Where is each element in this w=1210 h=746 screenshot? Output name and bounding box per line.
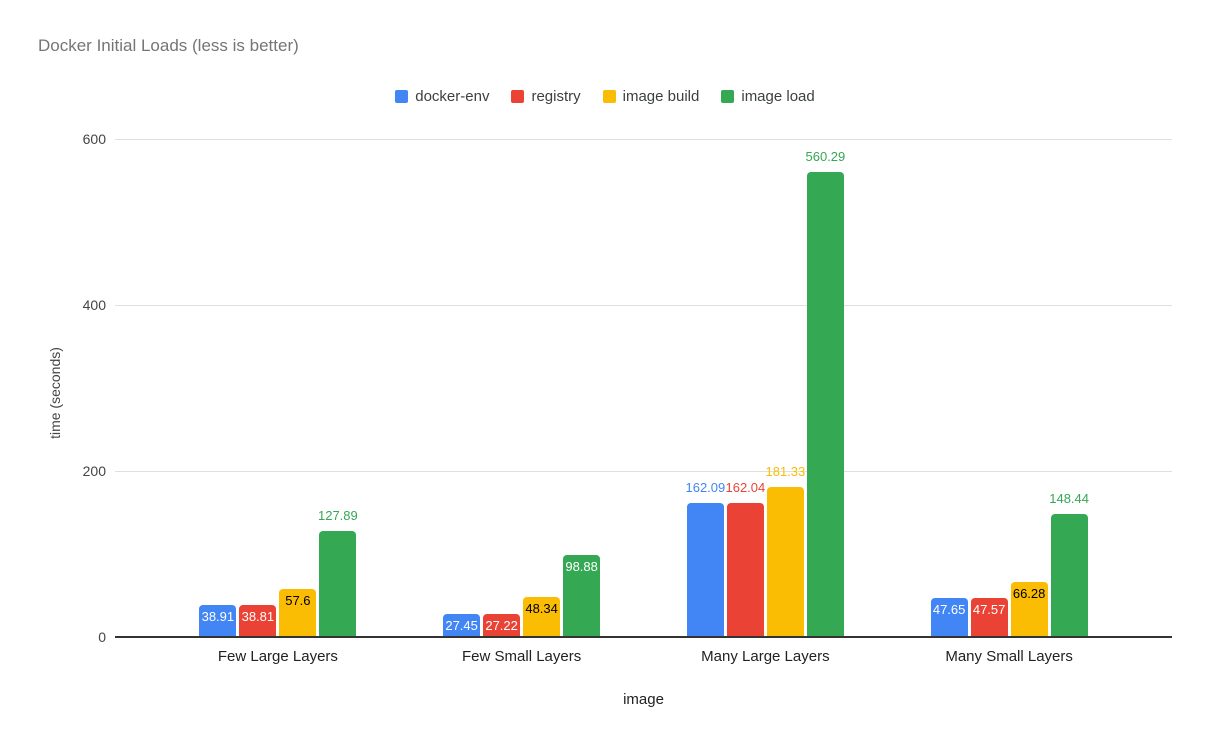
y-axis-tick-labels: 0 200 400 600 <box>50 131 106 645</box>
bar-value-label: 38.81 <box>241 608 275 624</box>
bar-value-label: 38.91 <box>201 608 235 624</box>
bar-image-load: 560.29 <box>805 150 845 637</box>
legend: docker-env registry image build image load <box>0 88 1210 105</box>
bar-image-build: 181.33 <box>765 465 805 637</box>
bar-rect <box>766 486 804 637</box>
bar-value-label: 47.57 <box>972 601 1006 617</box>
bar-docker-env: 47.65 <box>930 597 968 637</box>
bar-rect <box>563 554 601 637</box>
category-label-2: Few Small Layers <box>462 648 582 665</box>
bar-registry: 38.81 <box>239 604 277 637</box>
bar-image-load: 127.89 <box>318 509 358 637</box>
gridline-600 <box>115 139 1172 140</box>
legend-label: registry <box>531 88 581 105</box>
bar-rect <box>970 597 1008 637</box>
bar-value-label: 66.28 <box>1012 586 1046 601</box>
bar-rect <box>686 502 724 637</box>
bar-rect <box>443 614 481 637</box>
plot-area: 38.91 38.81 57.6 127.89 27.45 27.22 48.34 98.88… <box>115 139 1172 638</box>
category-label-4: Many Small Layers <box>945 648 1073 665</box>
bar-rect <box>319 530 357 637</box>
bar-docker-env: 27.45 <box>443 614 481 637</box>
x-axis-baseline <box>115 636 1172 638</box>
legend-swatch-icon <box>511 90 525 103</box>
bar-image-build: 57.6 <box>279 589 317 637</box>
bar-rect <box>1010 582 1048 637</box>
y-tick-label-0: 0 <box>98 629 106 645</box>
bar-rect <box>199 604 237 637</box>
bar-value-label: 181.33 <box>765 463 806 479</box>
y-axis-title: time (seconds) <box>47 347 63 439</box>
legend-item-registry: registry <box>511 88 581 105</box>
bar-value-label: 57.6 <box>285 593 311 609</box>
legend-label: image build <box>622 88 700 105</box>
gridline-200 <box>115 471 1172 472</box>
legend-label: image load <box>741 88 815 105</box>
bar-value-label: 27.45 <box>445 618 478 634</box>
legend-item-docker-env: docker-env <box>395 88 489 105</box>
bar-value-label: 560.29 <box>805 149 846 164</box>
bar-group-2: 27.45 27.22 48.34 98.88 <box>400 139 644 637</box>
bar-image-build: 66.28 <box>1010 582 1048 637</box>
bar-registry: 27.22 <box>483 614 521 637</box>
bar-value-label: 148.44 <box>1049 490 1090 506</box>
y-tick-label-400: 400 <box>82 297 106 313</box>
bar-value-label: 48.34 <box>525 600 558 616</box>
bar-docker-env: 162.09 <box>685 481 725 637</box>
bar-value-label: 162.09 <box>685 479 726 495</box>
legend-item-image-build: image build <box>602 88 700 105</box>
x-axis-title: image <box>623 691 664 708</box>
y-tick-label-600: 600 <box>82 131 106 147</box>
bars-container: 38.91 38.81 57.6 127.89 27.45 27.22 48.34 98.88… <box>115 139 1172 637</box>
bar-rect <box>930 597 968 637</box>
legend-swatch-icon <box>602 90 616 103</box>
bar-registry: 162.04 <box>725 481 765 637</box>
bar-group-1: 38.91 38.81 57.6 127.89 <box>156 139 400 637</box>
chart-title: Docker Initial Loads (less is better) <box>38 36 299 55</box>
bar-image-load: 148.44 <box>1049 492 1089 637</box>
category-label-1: Few Large Layers <box>217 648 338 665</box>
bar-rect <box>279 589 317 637</box>
gridline-400 <box>115 305 1172 306</box>
bar-rect <box>726 502 764 637</box>
y-tick-label-200: 200 <box>82 463 106 479</box>
legend-label: docker-env <box>415 88 490 105</box>
bar-value-label: 162.04 <box>725 479 766 495</box>
x-axis-category-labels: Few Large Layers Few Small Layers Many Lar… <box>115 648 1172 665</box>
bar-value-label: 127.89 <box>317 507 358 523</box>
bar-image-load: 98.88 <box>563 554 601 637</box>
bar-rect <box>1050 513 1088 637</box>
bar-value-label: 27.22 <box>485 618 518 634</box>
bar-group-4: 47.65 47.57 66.28 148.44 <box>887 139 1131 637</box>
bar-rect <box>806 172 844 637</box>
bar-rect <box>483 614 521 637</box>
bar-registry: 47.57 <box>970 597 1008 637</box>
bar-rect <box>239 604 277 637</box>
bar-value-label: 98.88 <box>565 558 598 574</box>
bar-group-3: 162.09 162.04 181.33 560.29 <box>644 139 888 637</box>
bar-rect <box>523 596 561 637</box>
category-label-3: Many Large Layers <box>701 648 830 665</box>
bar-value-label: 47.65 <box>932 601 966 617</box>
bar-image-build: 48.34 <box>523 596 561 637</box>
legend-item-image-load: image load <box>721 88 815 105</box>
legend-swatch-icon <box>395 90 409 103</box>
legend-swatch-icon <box>721 90 735 103</box>
bar-docker-env: 38.91 <box>199 604 237 637</box>
